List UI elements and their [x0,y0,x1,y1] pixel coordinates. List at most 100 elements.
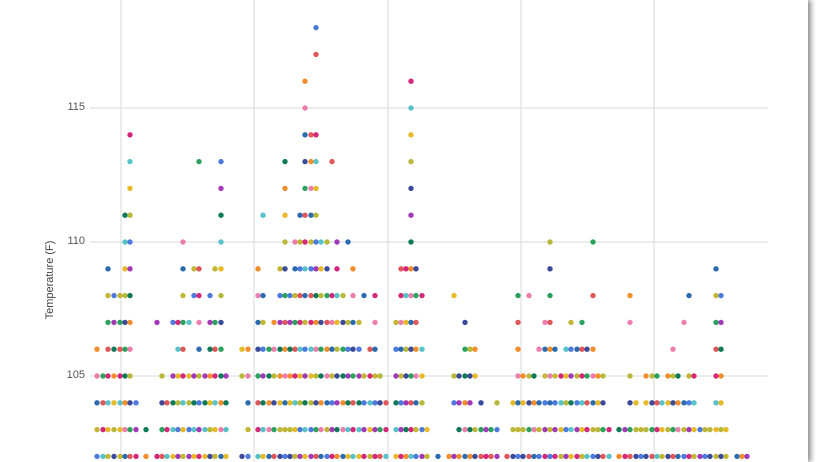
data-point [277,319,283,326]
data-point [329,158,335,165]
data-point [408,132,414,138]
data-point [308,185,314,192]
data-point [413,346,419,352]
data-point [287,346,293,352]
data-point [313,453,319,460]
data-point [595,426,601,433]
data-point [665,373,671,379]
data-point [122,373,128,379]
data-point [361,292,367,299]
data-point [403,426,409,433]
data-point [191,400,197,406]
data-point [574,400,580,406]
y-tick-label: 105 [66,369,85,381]
data-point [718,319,724,326]
data-point [419,426,425,433]
data-point [133,453,139,460]
data-point [547,292,553,299]
data-point [408,185,414,192]
y-tick-label: 110 [67,235,85,247]
data-point [675,453,681,460]
data-point [408,105,414,111]
data-point [600,373,606,379]
data-point [627,400,633,406]
data-point [718,453,724,460]
data-point [403,453,409,460]
data-point [127,373,133,379]
data-point [313,319,319,326]
data-point [282,426,288,433]
data-point [718,373,724,379]
data-point [393,346,399,352]
data-point [196,400,202,406]
data-point [713,373,719,379]
data-point [413,400,419,406]
data-point [536,453,542,460]
data-point [282,319,288,326]
data-point [579,373,585,379]
data-point [329,400,335,406]
data-point [117,400,123,406]
data-point [260,292,266,299]
data-point [515,426,521,433]
data-point [202,426,208,433]
data-point [361,373,367,379]
grid [90,0,768,462]
data-point [547,453,553,460]
data-point [718,426,724,433]
data-point [318,266,324,272]
data-point [127,158,133,165]
data-point [718,292,724,299]
data-point [467,400,473,406]
data-point [308,346,314,352]
data-point [686,400,692,406]
data-point [413,453,419,460]
data-point [590,426,596,433]
data-point [180,239,186,245]
data-point [313,185,319,192]
data-point [297,239,303,245]
data-point [691,373,697,379]
data-point [579,319,585,326]
data-point [191,266,197,272]
data-point [122,212,128,218]
data-point [282,400,288,406]
data-point [282,239,288,245]
data-point [218,158,224,165]
data-point [456,400,462,406]
data-point [297,400,303,406]
data-point [287,400,293,406]
data-point [302,319,308,326]
data-point [654,426,660,433]
data-point [308,132,314,138]
data-point [547,400,553,406]
data-point [122,346,128,352]
data-point [111,346,117,352]
data-point [633,453,639,460]
data-point [413,373,419,379]
data-point [659,400,665,406]
data-point [175,373,181,379]
data-point [675,426,681,433]
data-point [111,292,117,299]
data-point [552,453,558,460]
data-point [334,292,340,299]
data-point [403,346,409,352]
data-point [122,453,128,460]
data-point [245,400,251,406]
data-point [361,400,367,406]
data-point [175,453,181,460]
data-point [372,319,378,326]
data-point [255,426,261,433]
data-point [340,319,346,326]
data-point [345,400,351,406]
data-point [372,453,378,460]
data-point [403,373,409,379]
data-point [159,426,165,433]
data-point [595,373,601,379]
data-point [260,426,266,433]
data-point [659,453,665,460]
data-point [472,426,478,433]
data-point [542,426,548,433]
data-point [356,346,362,352]
